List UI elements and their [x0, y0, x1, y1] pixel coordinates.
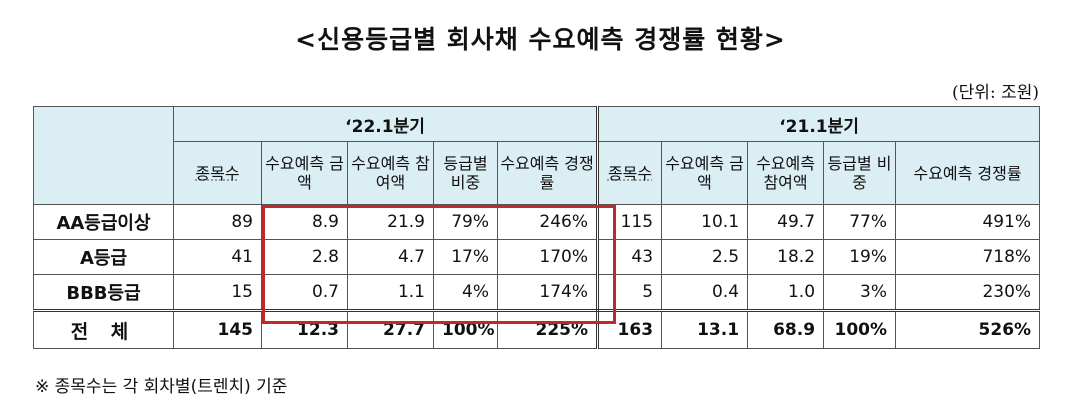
- table-cell: 3%: [823, 274, 897, 312]
- unit-label: (단위: 조원): [952, 83, 1039, 103]
- row-label: 전 체: [33, 310, 174, 349]
- row-label: AA등급이상: [33, 204, 174, 240]
- table-row: A등급 41 2.8 4.7 17% 170% 43 2.5 18.2 19% …: [33, 239, 1041, 275]
- table-cell: 100%: [823, 310, 897, 349]
- table-cell: 230%: [895, 274, 1041, 312]
- row-label: BBB등급: [33, 274, 174, 312]
- col-header: 종목수: [597, 141, 663, 205]
- table-cell: 4.7: [347, 239, 434, 275]
- table-cell: 2.5: [661, 239, 749, 275]
- table-row: AA등급이상 89 8.9 21.9 79% 246% 115 10.1 49.…: [33, 204, 1041, 240]
- table-cell: 77%: [823, 204, 897, 240]
- col-header: 수요예측 경쟁률: [496, 141, 600, 205]
- table-cell: 21.9: [347, 204, 434, 240]
- table-cell: 174%: [496, 274, 600, 312]
- table-cell: 526%: [895, 310, 1041, 349]
- footnote: ※ 종목수는 각 회차별(트렌치) 기준: [35, 377, 288, 397]
- table-cell: 49.7: [747, 204, 825, 240]
- table-cell: 43: [597, 239, 663, 275]
- table-cell: 163: [597, 310, 663, 349]
- row-label: A등급: [33, 239, 174, 275]
- table-cell: 145: [173, 310, 262, 349]
- table-cell: 4%: [433, 274, 498, 312]
- table-cell: 12.3: [261, 310, 348, 349]
- corner-cell: [33, 106, 174, 205]
- col-header: 수요예측 참여액: [347, 141, 434, 205]
- col-header: 등급별 비중: [823, 141, 897, 205]
- table-row: BBB등급 15 0.7 1.1 4% 174% 5 0.4 1.0 3% 23…: [33, 274, 1041, 312]
- table-cell: 10.1: [661, 204, 749, 240]
- table-cell: 15: [173, 274, 262, 312]
- table-cell: 1.0: [747, 274, 825, 312]
- table-cell: 0.4: [661, 274, 749, 312]
- table-cell: 225%: [496, 310, 600, 349]
- table-cell: 27.7: [347, 310, 434, 349]
- page-title: <신용등급별 회사채 수요예측 경쟁률 현황>: [295, 25, 786, 54]
- table-cell: 1.1: [347, 274, 434, 312]
- rating-competition-table: ‘22.1분기 ‘21.1분기 종목수 수요예측 금액 수요예측 참여액 등급별…: [33, 106, 1041, 349]
- total-row: 전 체 145 12.3 27.7 100% 225% 163 13.1 68.…: [33, 310, 1041, 349]
- col-header: 수요예측 금액: [661, 141, 749, 205]
- table-cell: 13.1: [661, 310, 749, 349]
- table-cell: 2.8: [261, 239, 348, 275]
- table-cell: 18.2: [747, 239, 825, 275]
- period-header-row: ‘22.1분기 ‘21.1분기: [33, 106, 1041, 205]
- table-cell: 246%: [496, 204, 600, 240]
- table-cell: 5: [597, 274, 663, 312]
- period-2022q1: ‘22.1분기: [172, 106, 600, 142]
- col-header: 수요예측 참여액: [747, 141, 825, 205]
- col-header: 수요예측 금액: [261, 141, 348, 205]
- column-header-row: 종목수 수요예측 금액 수요예측 참여액 등급별 비중 수요예측 경쟁률 종목수…: [34, 141, 1041, 205]
- table-cell: 19%: [823, 239, 897, 275]
- col-header: 종목수: [173, 141, 262, 205]
- period-2021q1: ‘21.1분기: [597, 106, 1041, 142]
- table-cell: 100%: [433, 310, 498, 349]
- table-cell: 41: [173, 239, 262, 275]
- col-header: 수요예측 경쟁률: [895, 141, 1041, 205]
- table-cell: 718%: [895, 239, 1041, 275]
- col-header: 등급별 비중: [433, 141, 498, 205]
- table-cell: 170%: [496, 239, 600, 275]
- table-cell: 68.9: [747, 310, 825, 349]
- table-cell: 79%: [433, 204, 498, 240]
- table-cell: 491%: [895, 204, 1041, 240]
- table-cell: 89: [173, 204, 262, 240]
- table-cell: 115: [597, 204, 663, 240]
- table-cell: 17%: [433, 239, 498, 275]
- table-cell: 8.9: [261, 204, 348, 240]
- table-cell: 0.7: [261, 274, 348, 312]
